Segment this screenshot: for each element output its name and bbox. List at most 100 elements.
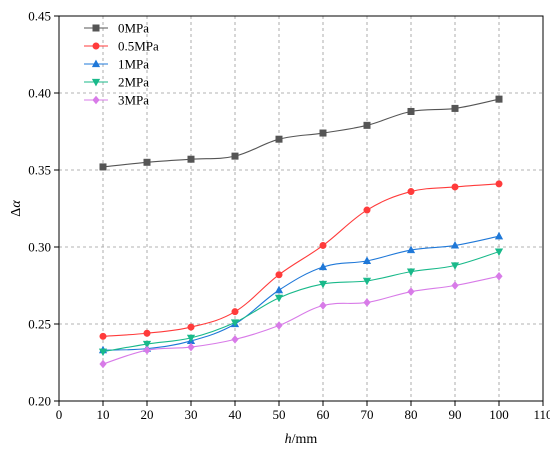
data-point: [98, 348, 108, 357]
y-tick-label: 0.20: [28, 394, 51, 409]
legend-label: 0MPa: [118, 21, 149, 36]
series-1MPa: [98, 231, 504, 354]
data-point: [319, 241, 327, 249]
data-point: [187, 342, 195, 352]
legend-label: 1MPa: [118, 57, 149, 72]
series-0MPa: [99, 95, 503, 171]
data-point: [451, 104, 459, 112]
data-point: [275, 321, 283, 330]
data-point: [450, 241, 460, 249]
data-point: [362, 256, 372, 264]
data-point: [407, 107, 415, 115]
x-tick-label: 0: [56, 407, 63, 422]
axis-ticks: 0 10 20 30 40 50 60 70 80 90 100 110 0.20 0.25 0.30 0.3…: [28, 9, 550, 423]
x-axis-title: h/mm: [285, 432, 318, 447]
x-axis-title-var: h: [285, 432, 292, 447]
x-axis-title-unit: /mm: [292, 432, 318, 447]
legend-entry: 1MPa: [84, 57, 149, 72]
y-axis-title-prefix: Δ: [9, 208, 24, 217]
x-tick-label: 70: [361, 407, 374, 422]
data-point: [363, 298, 371, 307]
data-point: [319, 301, 327, 310]
data-point: [407, 188, 415, 196]
series-layer: [98, 95, 504, 369]
data-point: [143, 345, 151, 355]
series-0.5MPa: [99, 180, 503, 340]
data-point: [99, 332, 107, 340]
y-tick-label: 0.45: [28, 9, 51, 24]
legend: 0MPa 0.5MPa 1MPa 2MPa 3MPa: [84, 21, 159, 108]
data-point: [142, 340, 152, 349]
data-point: [186, 334, 196, 343]
data-point: [406, 268, 416, 277]
legend-marker: [91, 59, 101, 68]
legend-entry: 2MPa: [84, 75, 149, 90]
data-point: [451, 183, 459, 191]
data-point: [143, 158, 151, 166]
data-point: [363, 206, 371, 214]
legend-marker: [92, 24, 100, 32]
data-point: [495, 271, 503, 281]
data-point: [230, 319, 240, 327]
legend-marker: [92, 95, 100, 105]
data-point: [99, 163, 107, 171]
series-line: [102, 251, 500, 353]
data-point: [187, 323, 195, 331]
data-point: [495, 95, 503, 103]
data-point: [187, 155, 195, 163]
x-tick-label: 10: [97, 407, 110, 422]
grid: [59, 16, 543, 401]
x-tick-label: 20: [141, 407, 154, 422]
y-axis-title-var: α: [9, 200, 24, 208]
series-2MPa: [98, 248, 504, 357]
data-point: [318, 280, 328, 289]
y-tick-label: 0.40: [28, 86, 51, 101]
legend-marker: [92, 42, 100, 50]
legend-label: 3MPa: [118, 93, 149, 108]
data-point: [407, 287, 415, 296]
legend-entry: 0MPa: [84, 21, 149, 36]
data-point: [362, 277, 372, 286]
data-point: [406, 245, 416, 254]
data-point: [494, 231, 504, 240]
x-tick-label: 60: [317, 407, 330, 422]
x-tick-label: 90: [449, 407, 462, 422]
series-line: [102, 183, 500, 337]
data-point: [495, 180, 503, 188]
data-point: [231, 152, 239, 160]
y-tick-label: 0.25: [28, 317, 51, 332]
legend-entry: 3MPa: [84, 93, 149, 108]
data-point: [494, 248, 504, 257]
y-axis-title: Δα: [9, 200, 24, 217]
data-point: [363, 121, 371, 129]
series-line: [102, 98, 500, 168]
x-tick-label: 50: [273, 407, 286, 422]
data-point: [143, 329, 151, 337]
data-point: [450, 262, 460, 270]
data-point: [275, 271, 283, 279]
data-point: [318, 262, 328, 271]
legend-label: 0.5MPa: [118, 39, 159, 54]
series-line: [102, 235, 500, 351]
x-tick-label: 110: [533, 407, 550, 422]
data-point: [275, 135, 283, 143]
data-point: [231, 308, 239, 316]
series-line: [102, 275, 500, 365]
y-tick-label: 0.30: [28, 240, 51, 255]
data-point: [99, 359, 107, 369]
series-3MPa: [99, 271, 503, 369]
legend-label: 2MPa: [118, 75, 149, 90]
data-point: [319, 129, 327, 137]
x-tick-label: 80: [405, 407, 418, 422]
legend-entry: 0.5MPa: [84, 39, 159, 54]
data-point: [274, 285, 284, 294]
x-tick-label: 100: [489, 407, 509, 422]
data-point: [231, 335, 239, 344]
y-tick-label: 0.35: [28, 163, 51, 178]
data-point: [274, 294, 284, 303]
data-point: [451, 281, 459, 290]
legend-marker: [91, 78, 101, 87]
plot-frame: [58, 15, 544, 402]
x-tick-label: 30: [185, 407, 198, 422]
